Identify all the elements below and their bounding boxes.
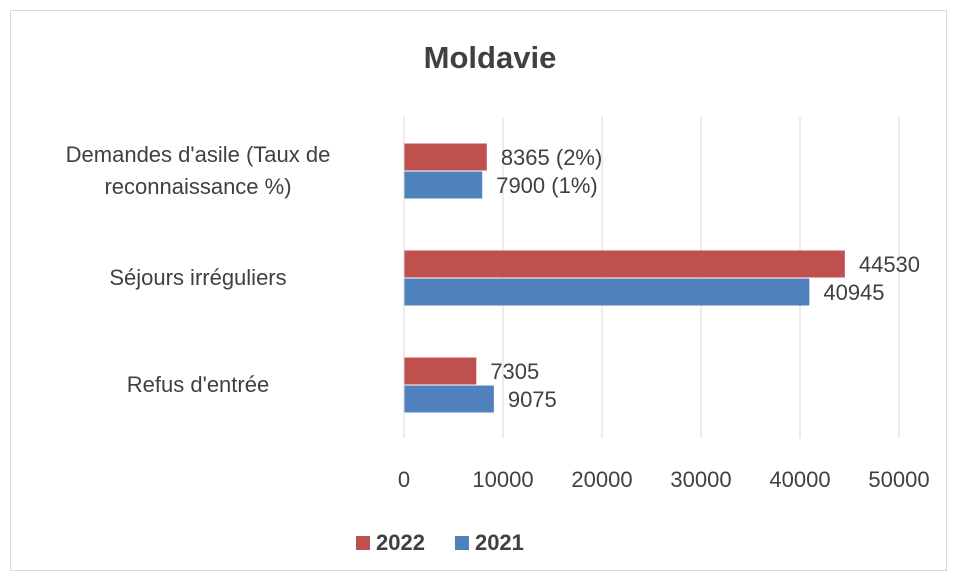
bar: [404, 385, 494, 413]
x-tick-label: 30000: [670, 467, 731, 492]
legend-swatch: [454, 536, 469, 550]
legend-label: 2021: [475, 530, 524, 555]
x-tick-label: 50000: [868, 467, 929, 492]
bar: [404, 171, 483, 199]
data-label: 40945: [823, 280, 884, 305]
data-label: 7305: [490, 359, 539, 384]
data-label: 7900 (1%): [496, 173, 598, 198]
bar: [404, 278, 810, 306]
data-label: 8365 (2%): [501, 145, 603, 170]
data-label: 44530: [859, 252, 920, 277]
data-label: 9075: [508, 387, 557, 412]
x-tick-label: 0: [398, 467, 410, 492]
chart-border: [10, 10, 947, 571]
chart-title: Moldavie: [424, 40, 557, 75]
x-tick-label: 10000: [472, 467, 533, 492]
y-tick-label: Refus d'entrée: [126, 371, 270, 397]
legend-label: 2022: [376, 530, 425, 555]
y-tick-label: Demandes d'asile (Taux de reconnaissance…: [65, 141, 331, 199]
x-tick-label: 40000: [769, 467, 830, 492]
bar: [404, 357, 477, 385]
y-tick-label: Séjours irréguliers: [109, 264, 287, 290]
bar: [404, 143, 487, 171]
legend-swatch: [356, 536, 370, 550]
x-tick-label: 20000: [571, 467, 632, 492]
bar: [404, 250, 845, 278]
